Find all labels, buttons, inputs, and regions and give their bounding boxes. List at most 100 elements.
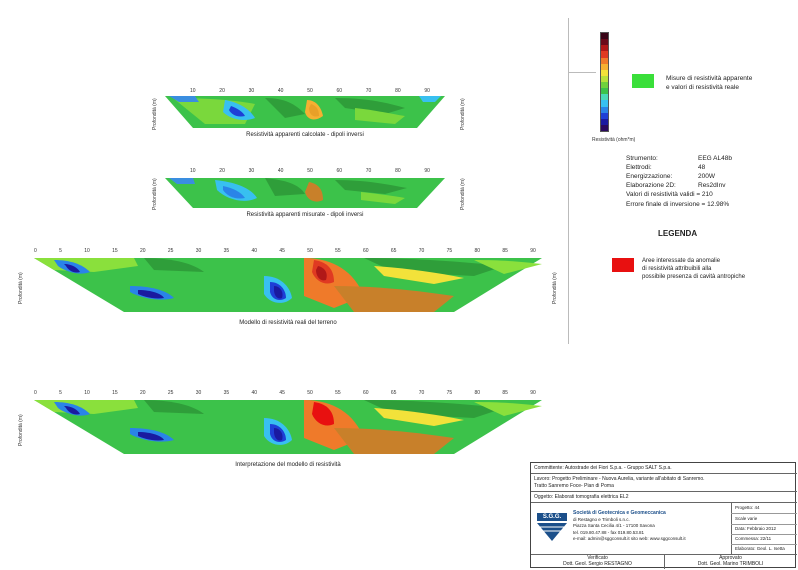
tb-email: e-mail: admin@sggconsult.it sito web: ww… — [573, 536, 686, 541]
model-tick: 70 — [418, 248, 425, 254]
tb-v-divider — [731, 502, 732, 554]
panel-divider-h — [568, 72, 596, 73]
legend-green-swatch — [632, 74, 654, 88]
meas-right-axis-label: Profondità (m) — [460, 178, 466, 210]
meas-tick: 20 — [219, 168, 225, 174]
model-tick: 80 — [474, 248, 480, 254]
model-tick: 65 — [390, 248, 397, 254]
interp-left-axis-label: Profondità (m) — [18, 414, 24, 446]
interp-tick: 40 — [251, 390, 257, 396]
interp-tick: 30 — [195, 390, 202, 396]
interp-tick: 65 — [390, 390, 397, 396]
interp-tick: 90 — [530, 390, 536, 396]
tb-divider — [531, 473, 797, 474]
colorbar-swatch — [601, 94, 608, 101]
calc-tick: 40 — [277, 88, 284, 94]
calc-caption: Resistività apparenti calcolate - dipoli… — [246, 132, 364, 138]
tb-verificato-label: Verificato — [587, 555, 608, 561]
legenda-line2: di resistività attribuibili alla — [642, 266, 712, 272]
instrument-key: Elaborazione 2D: — [626, 182, 676, 189]
tb-divider — [531, 491, 797, 492]
instrument-value: EEG AL48b — [698, 155, 732, 162]
instrument-row: Strumento: EEG AL48b — [626, 155, 786, 162]
colorbar-swatch — [601, 82, 608, 89]
colorbar — [600, 32, 609, 132]
calc-tick: 90 — [424, 88, 430, 94]
model-tick: 35 — [223, 248, 230, 254]
meas-tick: 90 — [424, 168, 430, 174]
interp-tick: 60 — [362, 390, 369, 396]
tb-approvato-name: Dott. Geol. Marino TRIMBOLI — [697, 561, 764, 567]
instrument-value: Res2dInv — [698, 182, 726, 189]
colorbar-swatch — [601, 45, 608, 52]
legend-green-line2: e valori di resistività reale — [666, 84, 739, 91]
interp-tick: 45 — [279, 390, 285, 396]
colorbar-swatch — [601, 63, 608, 70]
colorbar-swatch — [601, 106, 608, 113]
legend-green-line1: Misure di resistività apparente — [666, 75, 753, 82]
interp-tick: 35 — [223, 390, 230, 396]
model-left-axis-label: Profondità (m) — [18, 272, 24, 304]
tb-company: Società di Geotecnica e Geomeccanica — [573, 510, 666, 516]
interp-section-image — [34, 400, 542, 454]
model-tick: 10 — [84, 248, 90, 254]
tb-committente: Committente: Autostrade dei Fiori S.p.a.… — [534, 465, 672, 471]
calc-left-axis-label: Profondità (m) — [152, 98, 158, 130]
colorbar-label: Resistività (ohm*m) — [592, 137, 636, 143]
tb-addr: Piazza Santa Cecilia 4/1 - 17100 Savona — [573, 523, 655, 528]
colorbar-swatch — [601, 124, 608, 131]
meas-tick: 60 — [336, 168, 343, 174]
calc-right-axis-label: Profondità (m) — [460, 98, 466, 130]
interp-tick: 20 — [139, 390, 146, 396]
model-tick-row: 0 5 10 15 20 25 30 35 40 45 50 55 60 65 … — [34, 248, 536, 254]
interp-section: Profondità (m) 0 5 10 15 20 25 30 35 40 … — [10, 386, 566, 476]
colorbar-swatch — [601, 88, 608, 95]
colorbar-swatch — [601, 118, 608, 125]
calc-tick: 20 — [219, 88, 225, 94]
tb-elaborato: Elaborato: Geol. L. Isetta — [735, 546, 785, 551]
model-tick: 45 — [279, 248, 285, 254]
colorbar-swatch — [601, 57, 608, 64]
logo-arrow-icon — [537, 523, 567, 541]
legenda-red-swatch — [612, 258, 634, 272]
tb-lavoro1: Lavoro: Progetto Preliminare - Nuova Aur… — [534, 476, 705, 482]
tb-v-divider — [664, 554, 665, 569]
colorbar-swatch — [601, 100, 608, 107]
instrument-key: Energizzazione: — [626, 173, 673, 180]
colorbar-swatch — [601, 112, 608, 119]
model-tick: 50 — [307, 248, 313, 254]
calc-tick: 30 — [248, 88, 255, 94]
colorbar-swatch — [601, 75, 608, 82]
tb-oggetto: Oggetto: Elaborati tomografia elettrica … — [534, 494, 629, 500]
meas-tick: 10 — [190, 168, 196, 174]
logo-text: S.G.G. — [537, 513, 567, 521]
interp-caption: Interpretazione del modello di resistivi… — [235, 462, 341, 468]
model-tick: 30 — [195, 248, 202, 254]
panel-divider — [568, 18, 569, 344]
sgg-logo: S.G.G. — [537, 513, 567, 541]
legenda-line1: Aree interessate da anomalie — [642, 258, 721, 264]
tb-company2: di Restagno e Trimboli s.n.c. — [573, 517, 630, 522]
tb-tel: tel. 019.80.47.88 - fax 019.80.53.81 — [573, 530, 645, 535]
meas-tick: 70 — [365, 168, 372, 174]
interp-tick: 0 — [34, 390, 37, 396]
model-tick: 60 — [362, 248, 369, 254]
calc-tick: 50 — [307, 88, 313, 94]
instrument-row: Elettrodi: 48 — [626, 164, 786, 171]
meas-section: Profondità (m) Profondità (m) 10 20 30 4… — [140, 164, 470, 224]
interp-tick: 70 — [418, 390, 425, 396]
tb-divider — [531, 502, 797, 503]
model-tick: 15 — [112, 248, 118, 254]
model-tick: 0 — [34, 248, 37, 254]
model-section-image — [34, 258, 542, 312]
meas-caption: Resistività apparenti misurate - dipoli … — [246, 212, 364, 218]
interp-tick-row: 0 5 10 15 20 25 30 35 40 45 50 55 60 65 … — [34, 390, 536, 396]
meas-tick: 50 — [307, 168, 313, 174]
meas-left-axis-label: Profondità (m) — [152, 178, 158, 210]
model-tick: 40 — [251, 248, 257, 254]
tb-progetto: Progetto: 44 — [735, 505, 760, 510]
meas-tick: 40 — [277, 168, 284, 174]
meas-tick: 30 — [248, 168, 255, 174]
title-block: Committente: Autostrade dei Fiori S.p.a.… — [530, 462, 797, 569]
calc-section: Profondità (m) Profondità (m) 10 20 30 4… — [140, 84, 470, 144]
